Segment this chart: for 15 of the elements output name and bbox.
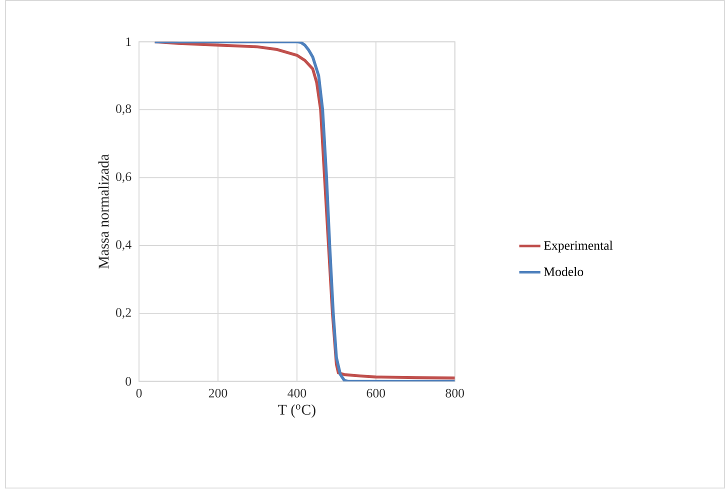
x-tick-label: 0 <box>136 389 142 398</box>
y-tick-label: 0,4 <box>116 240 132 251</box>
x-tick-label: 600 <box>366 389 386 398</box>
y-tick-label: 0,8 <box>116 104 132 116</box>
x-axis-title: T ($^{o}$C) <box>278 404 316 418</box>
x-tick-label: 200 <box>208 389 228 398</box>
legend-label: Modelo <box>544 267 584 276</box>
y-tick-label: 0,6 <box>116 172 132 184</box>
y-tick-label: 1 <box>126 38 131 46</box>
y-tick-label: 0 <box>126 377 132 386</box>
y-axis-title: Massa normalizada <box>98 154 109 269</box>
x-tick-label: 400 <box>288 389 306 398</box>
legend-label: Experimental <box>544 240 613 253</box>
x-tick-label: 800 <box>446 389 464 398</box>
y-tick-label: 0,2 <box>116 308 131 319</box>
